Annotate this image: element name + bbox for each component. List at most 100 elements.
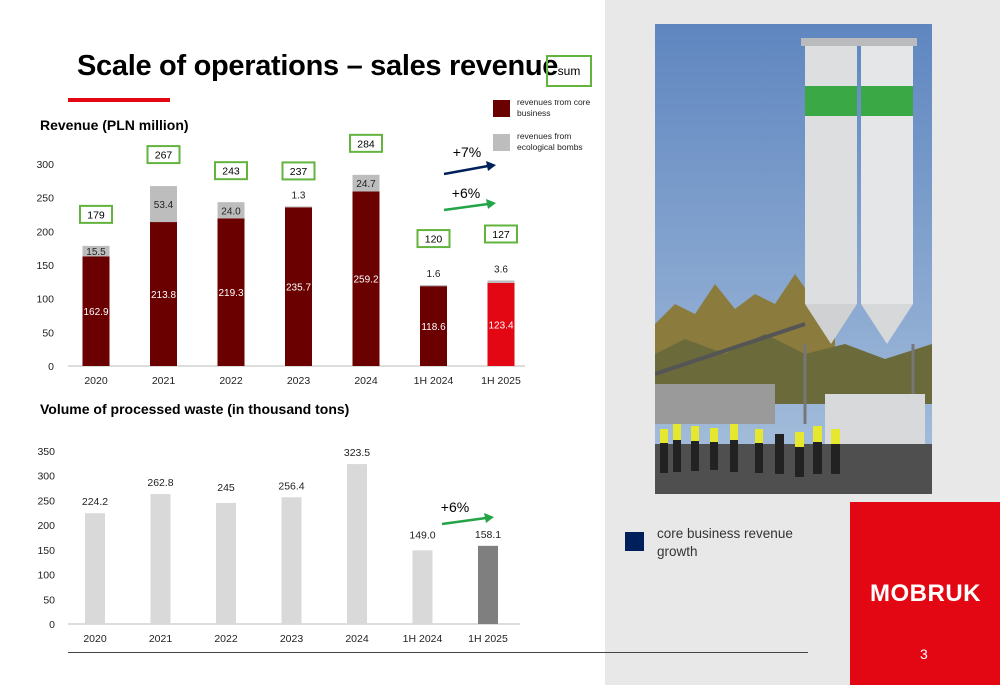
total-value-label: 127 <box>492 229 510 241</box>
eco-value-label: 24.7 <box>356 179 376 190</box>
core-revenue-bar <box>150 222 177 366</box>
y-tick-label: 50 <box>43 594 55 606</box>
x-tick-label: 2021 <box>152 375 176 387</box>
core-value-label: 123.4 <box>488 320 513 331</box>
total-value-box <box>484 224 518 244</box>
eco-revenue-bar <box>420 285 447 287</box>
y-tick-label: 150 <box>36 260 54 272</box>
brand-block <box>850 502 1000 685</box>
legend-core-swatch <box>493 100 510 117</box>
x-tick-label: 1H 2025 <box>481 375 521 387</box>
x-tick-label: 2022 <box>214 633 238 645</box>
x-tick-label: 2023 <box>287 375 311 387</box>
eco-value-label: 1.6 <box>427 269 441 280</box>
x-tick-label: 1H 2025 <box>468 633 508 645</box>
waste-value-label: 256.4 <box>278 480 304 492</box>
waste-bar <box>347 464 367 624</box>
total-growth-arrowhead <box>486 199 496 209</box>
waste-growth-arrowhead <box>484 513 494 523</box>
total-value-label: 179 <box>87 209 105 221</box>
y-tick-label: 0 <box>49 619 55 631</box>
page-number: 3 <box>920 646 928 662</box>
core-growth-legend-swatch <box>625 532 644 551</box>
y-tick-label: 0 <box>48 361 54 373</box>
core-value-label: 219.3 <box>218 288 243 299</box>
y-tick-label: 300 <box>37 471 55 483</box>
waste-chart-title: Volume of processed waste (in thousand t… <box>40 401 349 417</box>
revenue-chart-title: Revenue (PLN million) <box>40 117 189 133</box>
core-revenue-bar <box>420 286 447 366</box>
core-value-label: 162.9 <box>83 307 108 318</box>
core-growth-arrow <box>443 164 489 176</box>
x-tick-label: 2021 <box>149 633 173 645</box>
y-tick-label: 100 <box>37 570 55 582</box>
eco-value-label: 1.3 <box>292 190 306 201</box>
legend-core-label-line2: business <box>517 108 551 118</box>
waste-volume-chart: Volume of processed waste (in thousand t… <box>37 401 520 645</box>
y-tick-label: 50 <box>42 327 54 339</box>
eco-revenue-bar <box>487 280 515 283</box>
x-tick-label: 2023 <box>280 633 304 645</box>
core-revenue-bar <box>352 191 380 366</box>
waste-bar <box>150 494 171 624</box>
silo-photo <box>655 24 932 494</box>
core-value-label: 213.8 <box>151 290 176 301</box>
y-tick-label: 100 <box>36 294 54 306</box>
total-value-box <box>79 204 113 224</box>
footer-divider <box>68 652 808 653</box>
eco-value-label: 24.0 <box>221 206 241 217</box>
x-tick-label: 2024 <box>345 633 369 645</box>
waste-value-label: 149.0 <box>409 529 435 541</box>
x-tick-label: 2020 <box>83 633 107 645</box>
waste-bar <box>85 513 105 624</box>
core-revenue-bar <box>487 282 515 366</box>
core-revenue-bar <box>285 207 312 366</box>
x-tick-label: 1H 2024 <box>414 375 454 387</box>
total-value-label: 267 <box>155 150 173 162</box>
total-value-box <box>281 161 316 181</box>
legend-eco-label-line2: ecological bombs <box>517 142 583 152</box>
eco-revenue-bar <box>352 174 380 192</box>
eco-value-label: 53.4 <box>154 200 174 211</box>
core-revenue-bar <box>82 256 110 366</box>
y-tick-label: 250 <box>37 495 55 507</box>
page-title: Scale of operations – sales revenue <box>77 50 559 82</box>
title-underline <box>68 98 170 102</box>
core-growth-label: +7% <box>453 144 481 160</box>
waste-value-label: 262.8 <box>147 477 173 489</box>
total-value-box <box>146 145 181 165</box>
x-tick-label: 2024 <box>354 375 378 387</box>
legend-core-label-line1: revenues from core <box>517 100 590 107</box>
company-logo: MOBRUK <box>870 580 981 607</box>
waste-bar <box>281 497 302 624</box>
core-value-label: 259.2 <box>353 275 378 286</box>
eco-revenue-bar <box>217 202 245 219</box>
revenue-chart: Revenue (PLN million) 0 50 100 150 200 250 300 1… <box>36 100 590 387</box>
eco-value-label: 15.5 <box>86 247 106 258</box>
y-tick-label: 200 <box>36 226 54 238</box>
waste-value-label: 323.5 <box>344 447 370 459</box>
eco-revenue-bar <box>150 186 177 223</box>
core-growth-arrowhead <box>486 161 496 171</box>
waste-bar <box>412 550 433 624</box>
y-tick-label: 150 <box>37 545 55 557</box>
total-growth-label: +6% <box>452 185 480 201</box>
total-growth-arrow <box>443 202 489 212</box>
waste-bar <box>478 545 498 624</box>
y-tick-label: 300 <box>36 159 54 171</box>
waste-growth-arrow <box>441 516 487 526</box>
eco-revenue-bar <box>82 245 110 257</box>
x-tick-label: 2020 <box>84 375 108 387</box>
legend-eco-label-line1: revenues from <box>517 131 571 141</box>
x-tick-label: 2022 <box>219 375 243 387</box>
total-value-label: 120 <box>425 234 443 246</box>
core-revenue-bar <box>217 218 245 366</box>
total-value-box <box>214 161 248 181</box>
eco-value-label: 3.6 <box>494 264 508 275</box>
total-value-box <box>349 133 383 153</box>
core-value-label: 235.7 <box>286 283 311 294</box>
waste-value-label: 224.2 <box>82 496 108 508</box>
legend-eco-swatch <box>493 134 510 151</box>
x-tick-label: 1H 2024 <box>403 633 443 645</box>
waste-value-label: 158.1 <box>475 529 501 541</box>
